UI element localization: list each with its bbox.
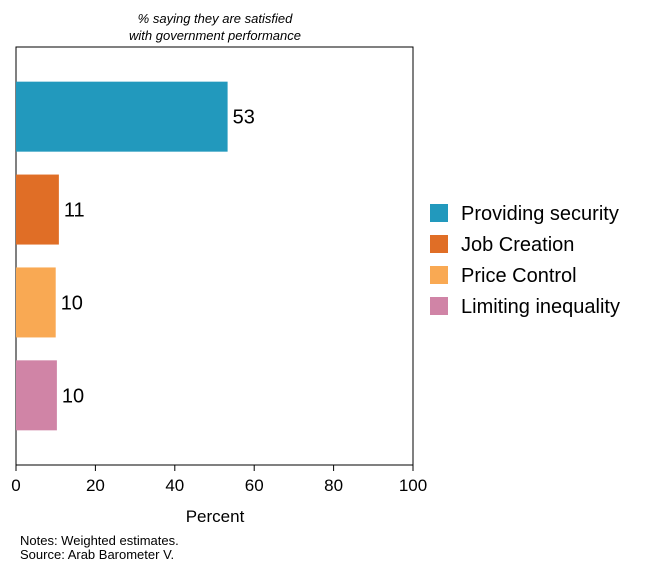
legend-label-price-control: Price Control (461, 265, 577, 287)
legend-swatch-price-control (430, 266, 448, 284)
bar-job-creation (16, 174, 59, 245)
note-weighted: Notes: Weighted estimates. (20, 533, 179, 548)
data-label-limiting-inequality: 10 (62, 385, 84, 407)
legend-swatch-job-creation (430, 235, 448, 253)
bar-price-control (16, 267, 56, 338)
x-tick-label-40: 40 (165, 476, 184, 495)
x-tick-label-0: 0 (11, 476, 20, 495)
legend: Providing security Job Creation Price Cont… (430, 203, 620, 318)
legend-swatch-limiting-inequality (430, 297, 448, 315)
chart-title-line-2: with government performance (129, 28, 301, 43)
x-tick-label-60: 60 (245, 476, 264, 495)
bar-providing-security (16, 81, 228, 152)
legend-swatch-providing-security (430, 204, 448, 222)
plot-frame (15, 46, 414, 466)
bar-limiting-inequality (16, 360, 57, 431)
x-tick-label-20: 20 (86, 476, 105, 495)
x-tick-label-80: 80 (324, 476, 343, 495)
legend-label-job-creation: Job Creation (461, 234, 574, 256)
data-label-price-control: 10 (61, 292, 83, 314)
note-source: Source: Arab Barometer V. (20, 547, 174, 562)
legend-label-limiting-inequality: Limiting inequality (461, 296, 620, 318)
bars-group: 53 11 10 10 (16, 81, 255, 431)
legend-label-providing-security: Providing security (461, 203, 619, 225)
data-label-providing-security: 53 (233, 107, 255, 129)
x-axis-ticks: 0 20 40 60 80 100 (11, 465, 427, 495)
x-tick-label-100: 100 (399, 476, 427, 495)
x-axis-title: Percent (186, 507, 245, 526)
data-label-job-creation: 11 (64, 200, 85, 222)
chart-title-line-1: % saying they are satisfied (138, 11, 293, 26)
